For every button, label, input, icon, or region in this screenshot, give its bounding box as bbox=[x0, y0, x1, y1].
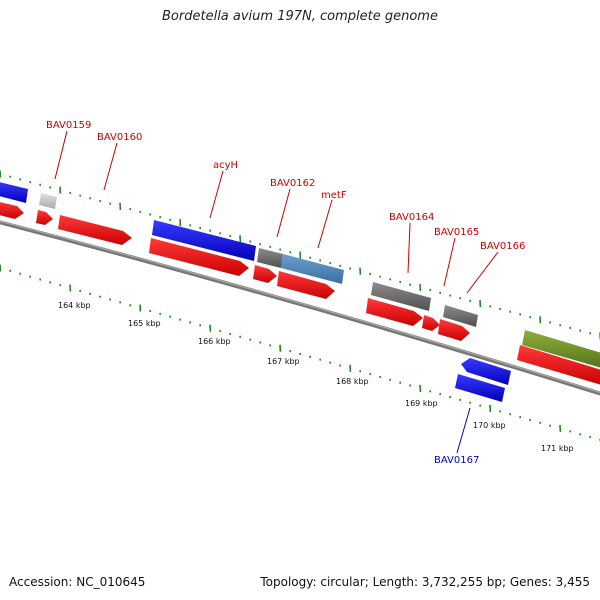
scale-label: 166 kbp bbox=[198, 337, 231, 346]
feature-blue-left[interactable] bbox=[0, 181, 28, 203]
scale-label: 171 kbp bbox=[541, 444, 574, 453]
scale-label: 167 kbp bbox=[267, 357, 300, 366]
cds-arrow-6[interactable] bbox=[277, 271, 335, 299]
feature-bav0166-gray[interactable] bbox=[443, 305, 478, 327]
cds-arrow-5[interactable] bbox=[253, 265, 277, 283]
gene-label[interactable]: BAV0160 bbox=[97, 132, 142, 143]
cds-arrow-1[interactable] bbox=[0, 201, 24, 219]
cds-arrow-8[interactable] bbox=[422, 315, 440, 331]
gene-label[interactable]: BAV0162 bbox=[270, 178, 315, 189]
bav0167-arrow-lower[interactable] bbox=[455, 374, 505, 402]
bav0167-arrow-upper[interactable] bbox=[461, 358, 511, 385]
label-leaders bbox=[54, 130, 499, 454]
upper-tick-track bbox=[0, 170, 600, 340]
gene-label[interactable]: metF bbox=[321, 190, 347, 201]
reverse-track-features bbox=[455, 358, 511, 402]
gene-label[interactable]: BAV0165 bbox=[434, 227, 479, 238]
cds-arrow-9[interactable] bbox=[438, 319, 470, 341]
cds-arrow-10[interactable] bbox=[517, 345, 600, 386]
gene-label[interactable]: BAV0164 bbox=[389, 212, 434, 223]
map-title: Bordetella avium 197N, complete genome bbox=[162, 9, 438, 24]
cds-arrow-3[interactable] bbox=[58, 215, 132, 245]
cds-track-features bbox=[0, 201, 600, 386]
feature-metf-steelblue[interactable] bbox=[281, 254, 344, 284]
topology-text: Topology: circular; Length: 3,732,255 bp… bbox=[260, 575, 590, 589]
cds-arrow-7[interactable] bbox=[366, 298, 423, 326]
scale-labels: 164 kbp 165 kbp 166 kbp 167 kbp 168 kbp … bbox=[58, 301, 574, 453]
scale-label: 170 kbp bbox=[473, 421, 506, 430]
gene-label[interactable]: BAV0159 bbox=[46, 120, 91, 131]
feature-bav0164-gray[interactable] bbox=[371, 282, 431, 311]
feature-olive[interactable] bbox=[522, 330, 600, 369]
scale-label: 169 kbp bbox=[405, 399, 438, 408]
feature-bav0159-gray[interactable] bbox=[39, 193, 57, 209]
scale-label: 165 kbp bbox=[128, 319, 161, 328]
genome-backbone bbox=[0, 220, 600, 396]
scale-label: 168 kbp bbox=[336, 377, 369, 386]
gene-label[interactable]: acyH bbox=[213, 160, 238, 171]
scale-label: 164 kbp bbox=[58, 301, 91, 310]
feature-acyh-blue[interactable] bbox=[152, 220, 256, 261]
gene-label[interactable]: BAV0167 bbox=[434, 455, 479, 466]
feature-bav0162-gray[interactable] bbox=[257, 248, 283, 268]
gene-label[interactable]: BAV0166 bbox=[480, 241, 525, 252]
accession-text: Accession: NC_010645 bbox=[9, 575, 146, 589]
lower-tick-track bbox=[0, 264, 600, 442]
gene-labels: BAV0159 BAV0160 acyH BAV0162 metF BAV016… bbox=[46, 120, 525, 466]
cds-arrow-4[interactable] bbox=[149, 238, 249, 276]
cds-arrow-2[interactable] bbox=[36, 210, 53, 225]
forward-track-features bbox=[0, 181, 600, 369]
genome-backbone-highlight bbox=[0, 220, 600, 394]
